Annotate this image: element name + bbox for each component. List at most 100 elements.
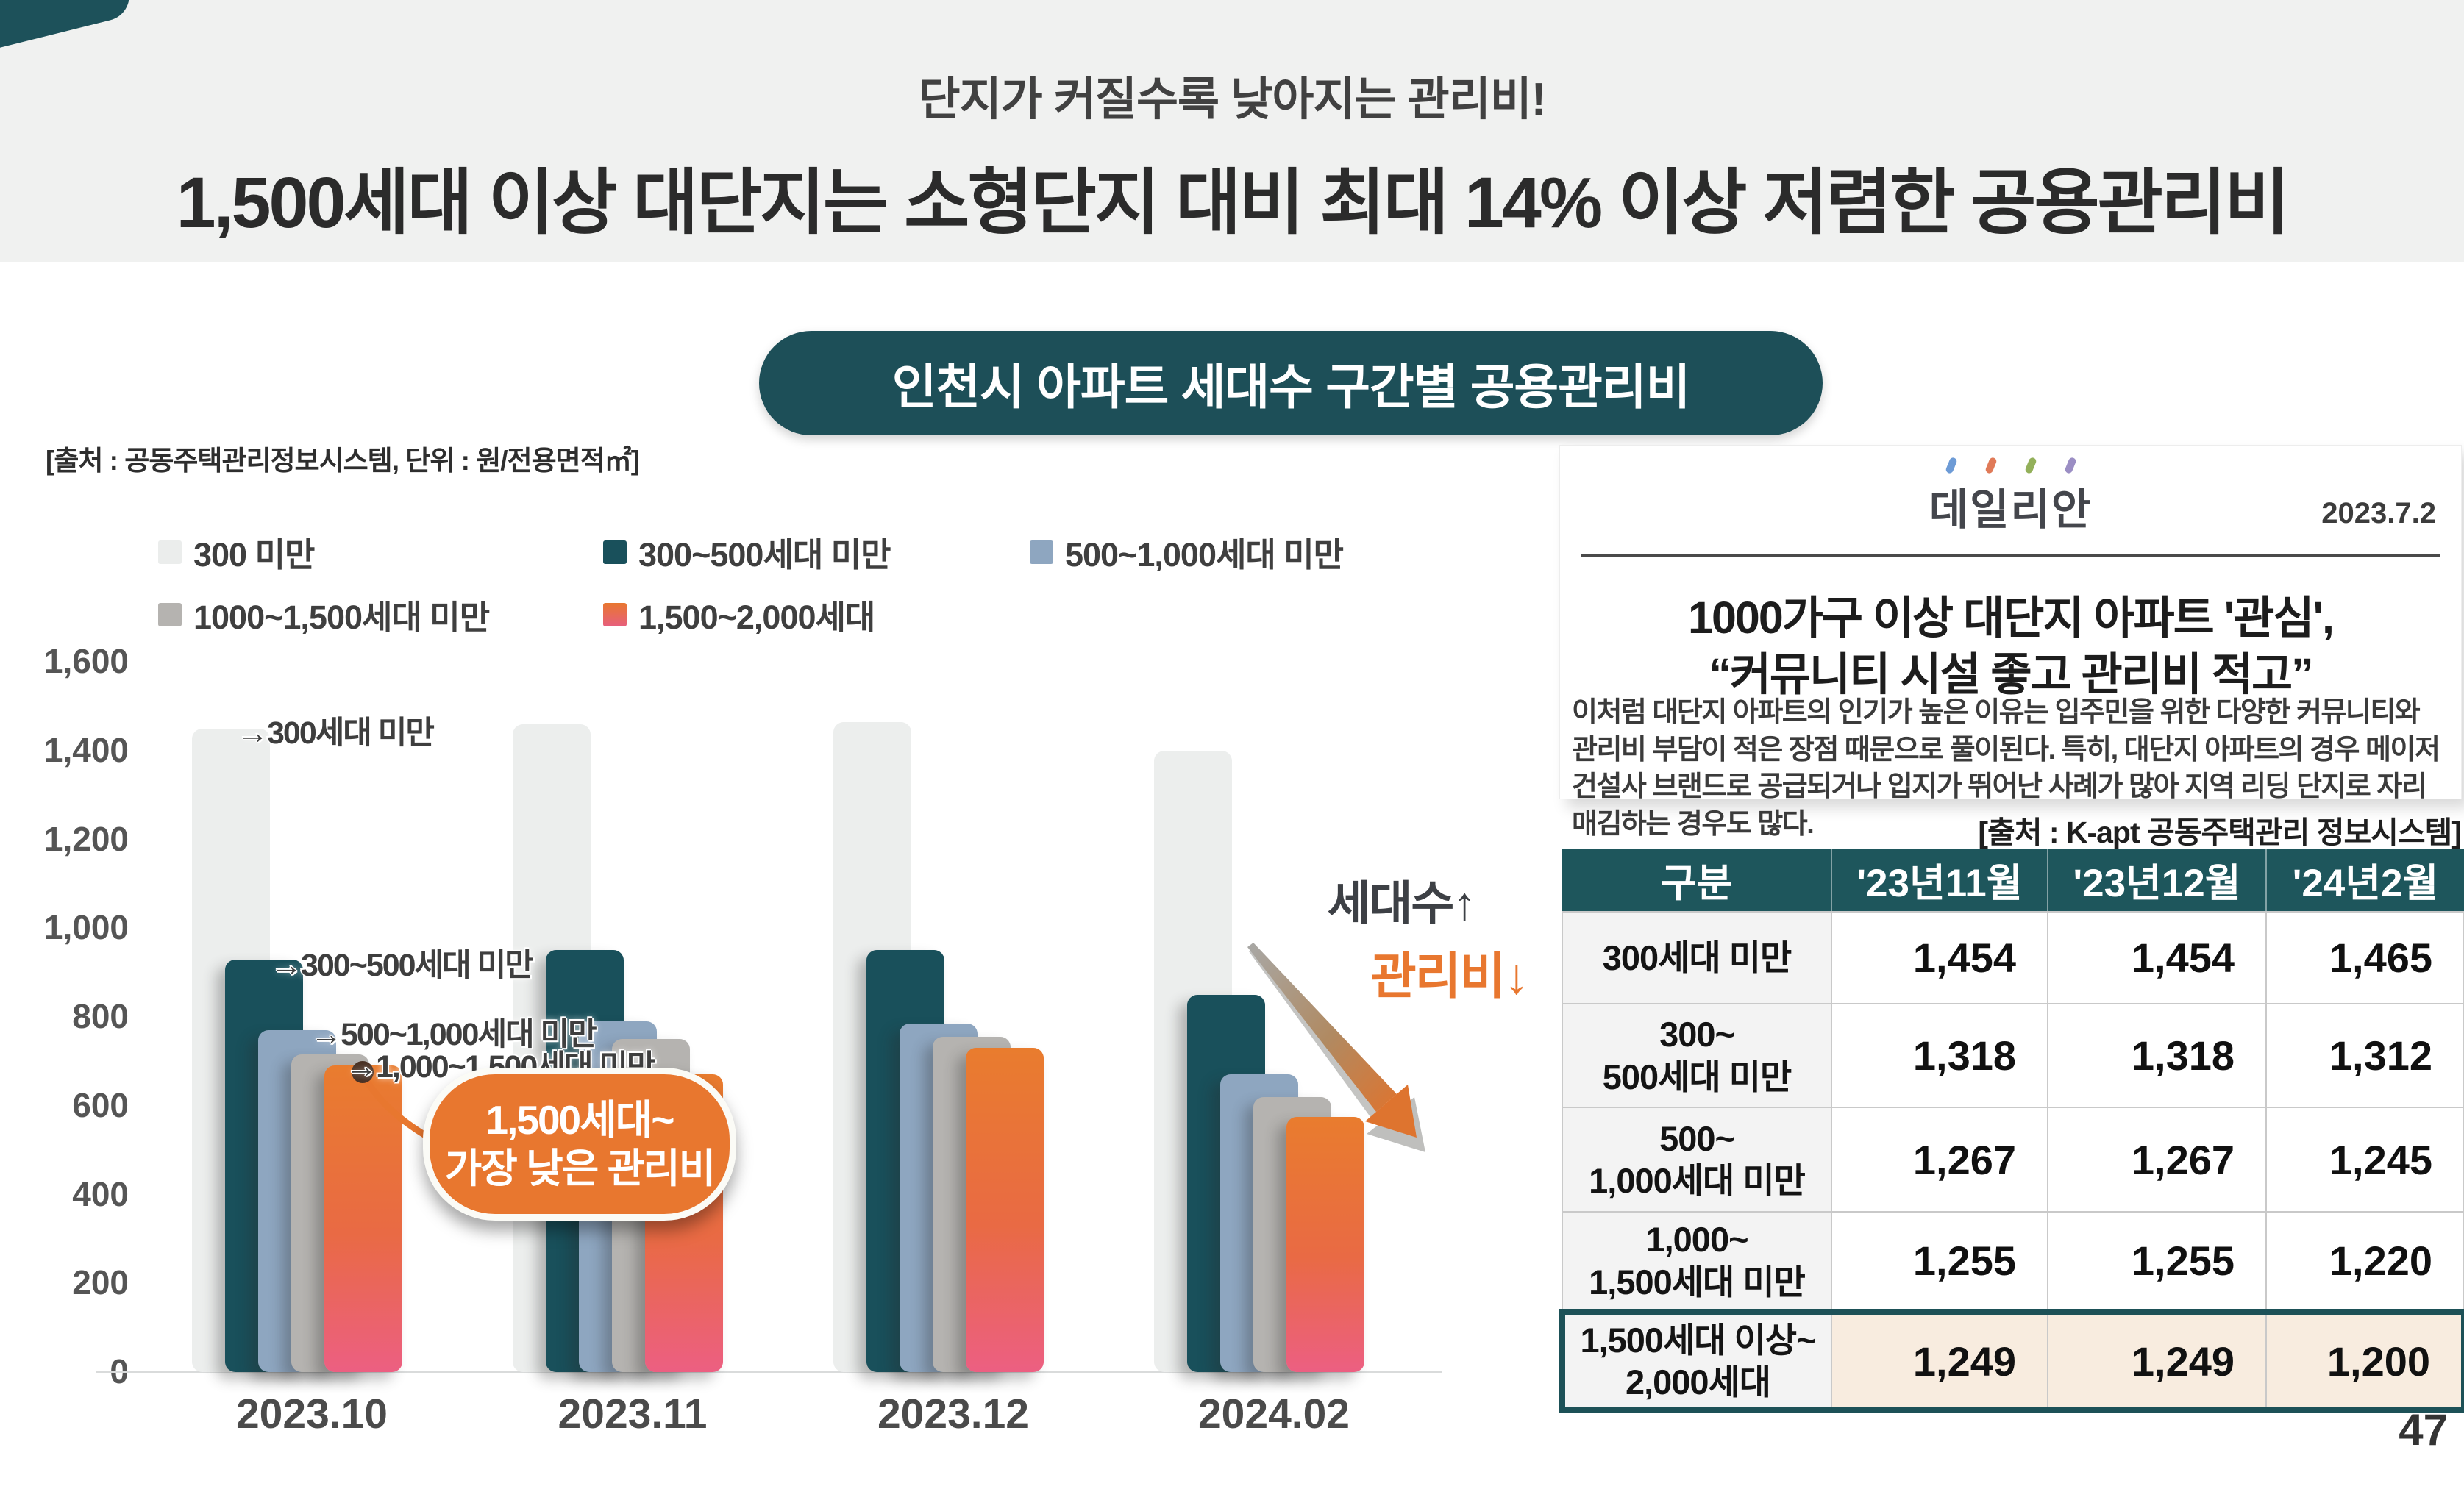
bar-1,500~2,000세대 (966, 1048, 1044, 1372)
legend-swatch-icon (1030, 540, 1053, 564)
legend-label: 500~1,000세대 미만 (1065, 536, 1344, 574)
legend-swatch-icon (158, 602, 182, 626)
table-value-cell: 1,255 (1831, 1211, 2048, 1313)
bar-1,500~2,000세대 (1286, 1117, 1364, 1372)
table-row: 1,500세대 이상~ 2,000세대 1,249 1,249 1,200 (1559, 1309, 2464, 1413)
callout-line-2: 가장 낮은 관리비 (444, 1146, 716, 1191)
table-source-note: [출처 : K-apt 공동주택관리 정보시스템] (1978, 815, 2462, 849)
chart-baseline (96, 1371, 1442, 1373)
header-band: 단지가 커질수록 낮아지는 관리비! 1,500세대 이상 대단지는 소형단지 … (0, 0, 2464, 262)
legend-label: 300 미만 (193, 536, 315, 574)
table-row-label: 1,000~ 1,500세대 미만 (1562, 1211, 1832, 1313)
table-value-cell: 1,267 (1831, 1107, 2048, 1213)
table-header-cell: 구분 (1562, 849, 1832, 913)
bar-group-2023.12 (793, 662, 1114, 1372)
legend-item: 500~1,000세대 미만 (1030, 528, 1519, 576)
x-axis-label: 2023.10 (235, 1390, 388, 1438)
bar-annotation: →300~500세대 미만 (271, 948, 534, 983)
table-row: 300세대 미만 1,454 1,454 1,465 (1562, 911, 2464, 1004)
table-value-cell: 1,312 (2265, 1003, 2464, 1108)
trend-note-households: 세대수↑ (1327, 877, 1477, 930)
bar-annotation: →500~1,000세대 미만 (310, 1017, 597, 1052)
y-axis-tick: 800 (72, 997, 129, 1035)
table-header-cell: '23년12월 (2048, 849, 2267, 913)
bar-1,500~2,000세대 (324, 1065, 402, 1372)
bar-annotation: →300세대 미만 (237, 715, 435, 751)
legend-item: 300~500세대 미만 (603, 528, 1030, 576)
table-header-row: 구분 '23년11월 '23년12월 '24년2월 (1562, 849, 2464, 913)
slide-subtitle: 단지가 커질수록 낮아지는 관리비! (918, 74, 1547, 125)
y-axis-tick: 1,000 (43, 908, 129, 946)
logo-mark-icon (2063, 456, 2077, 475)
legend-item: 1000~1,500세대 미만 (158, 590, 603, 638)
table-value-cell: 1,318 (2047, 1003, 2267, 1108)
x-axis-label: 2023.12 (877, 1390, 1030, 1438)
table-value-cell: 1,465 (2265, 911, 2464, 1004)
legend-swatch-icon (158, 540, 182, 564)
torn-paper-edge (1560, 435, 2461, 446)
bar-group-2024.02 (1114, 662, 1434, 1372)
table-row: 300~ 500세대 미만 1,318 1,318 1,312 (1562, 1003, 2464, 1108)
legend-label: 300~500세대 미만 (638, 536, 891, 574)
news-headline-line-2: “커뮤니티 시설 좋고 관리비 적고” (1709, 649, 2313, 699)
table-row: 1,000~ 1,500세대 미만 1,255 1,255 1,220 (1562, 1211, 2464, 1313)
table-header-cell: '24년2월 (2266, 849, 2464, 913)
chart-legend: 300 미만 300~500세대 미만 500~1,000세대 미만 1000~1,5… (158, 528, 1519, 638)
x-axis-label: 2024.02 (1197, 1390, 1350, 1438)
y-axis-tick: 600 (72, 1086, 129, 1124)
news-headline: 1000가구 이상 대단지 아파트 '관심', “커뮤니티 시설 좋고 관리비 … (1575, 590, 2446, 703)
table-value-cell: 1,245 (2265, 1107, 2464, 1213)
y-axis-tick: 1,200 (43, 820, 129, 858)
logo-mark-icon (1944, 456, 1958, 475)
logo-mark-icon (2023, 456, 2037, 475)
news-divider (1581, 554, 2440, 557)
y-axis-tick: 1,600 (43, 642, 129, 680)
y-axis-tick: 1,400 (43, 731, 129, 769)
table-row: 500~ 1,000세대 미만 1,267 1,267 1,245 (1562, 1107, 2464, 1213)
legend-label: 1000~1,500세대 미만 (193, 599, 490, 636)
section-badge: 인천시 아파트 세대수 구간별 공용관리비 (759, 331, 1823, 435)
legend-swatch-icon (603, 602, 627, 626)
table-value-cell: 1,454 (1831, 911, 2048, 1004)
slide-title: 1,500세대 이상 대단지는 소형단지 대비 최대 14% 이상 저렴한 공용… (176, 163, 2290, 243)
legend-item: 1,500~2,000세대 (603, 590, 1030, 638)
table-row-label: 500~ 1,000세대 미만 (1562, 1107, 1832, 1213)
section-badge-label: 인천시 아파트 세대수 구간별 공용관리비 (891, 360, 1691, 414)
news-logo: 데일리안 (1560, 456, 2461, 537)
chart-plot-area (152, 662, 1434, 1372)
news-article-card: 데일리안 2023.7.2 1000가구 이상 대단지 아파트 '관심', “커… (1559, 435, 2462, 840)
table-row-label: 1,500세대 이상~ 2,000세대 (1559, 1309, 1832, 1413)
y-axis-tick: 400 (72, 1175, 129, 1213)
trend-note-fee: 관리비↓ (1370, 949, 1529, 1004)
x-axis-label: 2023.11 (558, 1390, 708, 1438)
table-value-cell: 1,220 (2265, 1211, 2464, 1313)
fee-table: 구분 '23년11월 '23년12월 '24년2월 300세대 미만 1,454 1,45… (1559, 849, 2464, 1413)
table-value-cell: 1,249 (1831, 1309, 2048, 1413)
table-value-cell: 1,200 (2265, 1309, 2464, 1413)
corner-decoration (0, 0, 135, 54)
page-number: 47 (2399, 1405, 2448, 1454)
y-axis-tick: 200 (72, 1263, 129, 1301)
lowest-fee-callout: 1,500세대~ 가장 낮은 관리비 (423, 1068, 736, 1221)
table-value-cell: 1,255 (2047, 1211, 2267, 1313)
callout-line-1: 1,500세대~ (485, 1097, 675, 1143)
news-date: 2023.7.2 (2321, 497, 2436, 529)
bar-group-2023.10 (152, 662, 472, 1372)
table-value-cell: 1,267 (2047, 1107, 2267, 1213)
table-value-cell: 1,318 (1831, 1003, 2048, 1108)
news-headline-line-1: 1000가구 이상 대단지 아파트 '관심', (1688, 593, 2335, 643)
table-value-cell: 1,454 (2047, 911, 2267, 1004)
news-body: 이처럼 대단지 아파트의 인기가 높은 이유는 입주민을 위한 다양한 커뮤니티… (1572, 697, 2440, 840)
table-row-label: 300~ 500세대 미만 (1562, 1003, 1832, 1108)
logo-mark-icon (1984, 456, 1998, 475)
chart-y-axis: 1,600 1,400 1,200 1,000 800 600 400 200 0 (29, 642, 129, 1390)
legend-item: 300 미만 (158, 528, 603, 576)
chart-x-axis: 2023.10 2023.11 2023.12 2024.02 (152, 1390, 1434, 1441)
table-header-cell: '23년11월 (1831, 849, 2048, 913)
table-value-cell: 1,249 (2047, 1309, 2267, 1413)
legend-label: 1,500~2,000세대 (638, 599, 875, 636)
logo-accent-marks (1560, 456, 2461, 475)
legend-swatch-icon (603, 540, 627, 564)
news-logo-text: 데일리안 (1929, 486, 2093, 534)
chart-source-note: [출처 : 공동주택관리정보시스템, 단위 : 원/전용면적㎡] (46, 446, 640, 476)
